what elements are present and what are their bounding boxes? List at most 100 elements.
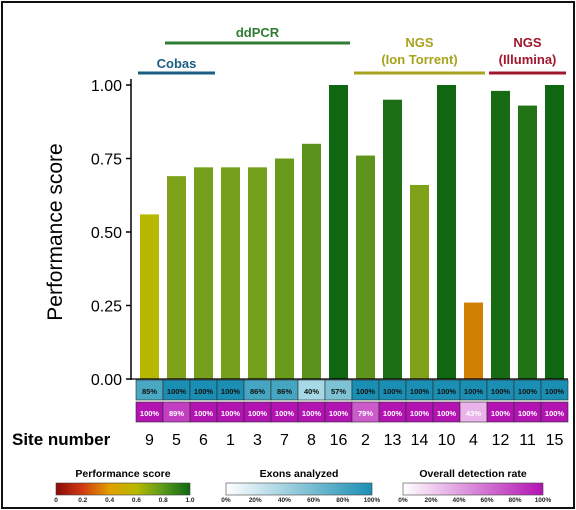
bar-site-9 <box>140 214 159 379</box>
legend-colorbar <box>55 482 191 496</box>
legend-tick-label: 100% <box>364 497 381 504</box>
bar-site-8 <box>302 143 321 379</box>
exons-value: 57% <box>331 387 346 396</box>
bar-site-4 <box>464 302 483 379</box>
legend-tick-label: 40% <box>278 497 291 504</box>
bar-site-5 <box>167 176 186 379</box>
x-tick-label: 3 <box>253 432 262 449</box>
x-tick-label: 11 <box>519 432 536 449</box>
legend-tick-label: 0.2 <box>78 497 87 504</box>
detection-value: 100% <box>302 409 322 418</box>
x-tick-label: 1 <box>226 432 235 449</box>
legend-tick-label: 20% <box>424 497 437 504</box>
legend-title: Performance score <box>75 468 170 480</box>
exons-value: 100% <box>221 387 241 396</box>
x-tick-label: 14 <box>411 432 429 449</box>
x-tick-label: 2 <box>361 432 370 449</box>
detection-value: 100% <box>221 409 241 418</box>
detection-value: 100% <box>140 409 160 418</box>
legend-tick-label: 40% <box>452 497 465 504</box>
bar-site-6 <box>194 167 213 379</box>
bar-site-16 <box>329 85 348 379</box>
x-tick-label: 4 <box>469 432 478 449</box>
x-axis-label: Site number <box>12 430 111 449</box>
exons-value: 100% <box>356 387 376 396</box>
legend-tick-label: 0.4 <box>105 497 114 504</box>
bar-site-13 <box>383 99 402 379</box>
x-tick-label: 10 <box>438 432 456 449</box>
detection-value: 100% <box>383 409 403 418</box>
exons-value: 40% <box>304 387 319 396</box>
detection-value: 100% <box>437 409 457 418</box>
exons-value: 100% <box>545 387 565 396</box>
x-tick-label: 13 <box>384 432 402 449</box>
bar-site-3 <box>248 167 267 379</box>
exons-value: 100% <box>194 387 214 396</box>
group-label: ddPCR <box>236 25 280 40</box>
bar-site-1 <box>221 167 240 379</box>
detection-value: 79% <box>358 409 373 418</box>
exons-value: 85% <box>142 387 157 396</box>
detection-value: 100% <box>275 409 295 418</box>
y-tick-label: 0.00 <box>91 372 122 389</box>
legend-tick-label: 0% <box>398 497 408 504</box>
legend-tick-label: 0.8 <box>159 497 168 504</box>
legend-tick-label: 0% <box>221 497 231 504</box>
x-tick-label: 16 <box>330 432 348 449</box>
exons-value: 86% <box>250 387 265 396</box>
legend-title: Overall detection rate <box>419 468 527 480</box>
x-tick-label: 12 <box>492 432 510 449</box>
y-tick-label: 1.00 <box>91 78 122 95</box>
detection-value: 100% <box>410 409 430 418</box>
exons-value: 100% <box>518 387 538 396</box>
legend-tick-label: 20% <box>249 497 262 504</box>
y-tick-label: 0.75 <box>91 152 122 169</box>
exons-value: 100% <box>491 387 511 396</box>
detection-cell <box>540 401 569 423</box>
exons-value: 86% <box>277 387 292 396</box>
legend-tick-label: 100% <box>535 497 552 504</box>
legend-colorbar <box>225 482 373 496</box>
group-label: NGS <box>405 35 434 50</box>
detection-value: 100% <box>491 409 511 418</box>
detection-value: 100% <box>518 409 538 418</box>
bar-site-11 <box>518 105 537 379</box>
group-sublabel: (Ion Torrent) <box>381 52 457 67</box>
legend-title: Exons analyzed <box>260 468 339 480</box>
x-tick-label: 7 <box>280 432 289 449</box>
detection-value: 89% <box>169 409 184 418</box>
detection-value: 100% <box>194 409 214 418</box>
legend-tick-label: 0 <box>54 497 58 504</box>
y-tick-label: 0.50 <box>91 225 122 242</box>
x-tick-label: 15 <box>546 432 564 449</box>
x-tick-label: 5 <box>172 432 181 449</box>
legend-tick-label: 1.0 <box>185 497 194 504</box>
detection-value: 100% <box>329 409 349 418</box>
detection-value: 43% <box>466 409 481 418</box>
bar-site-10 <box>437 85 456 379</box>
exons-cell <box>540 379 569 401</box>
bar-site-12 <box>491 90 510 379</box>
group-sublabel: (Illumina) <box>499 52 557 67</box>
group-label: NGS <box>513 35 542 50</box>
exons-value: 100% <box>167 387 187 396</box>
legend-tick-label: 80% <box>508 497 521 504</box>
detection-value: 100% <box>248 409 268 418</box>
x-tick-label: 6 <box>199 432 208 449</box>
bar-site-7 <box>275 158 294 379</box>
bar-site-14 <box>410 184 429 379</box>
bar-site-2 <box>356 155 375 379</box>
y-tick-label: 0.25 <box>91 299 122 316</box>
bar-site-15 <box>545 85 564 379</box>
exons-value: 100% <box>464 387 484 396</box>
legend-tick-label: 80% <box>336 497 349 504</box>
legend-tick-label: 0.6 <box>132 497 141 504</box>
detection-value: 100% <box>545 409 565 418</box>
y-axis-label: Performance score <box>44 143 67 320</box>
exons-value: 100% <box>410 387 430 396</box>
legend-colorbar <box>402 482 544 496</box>
exons-value: 100% <box>437 387 457 396</box>
